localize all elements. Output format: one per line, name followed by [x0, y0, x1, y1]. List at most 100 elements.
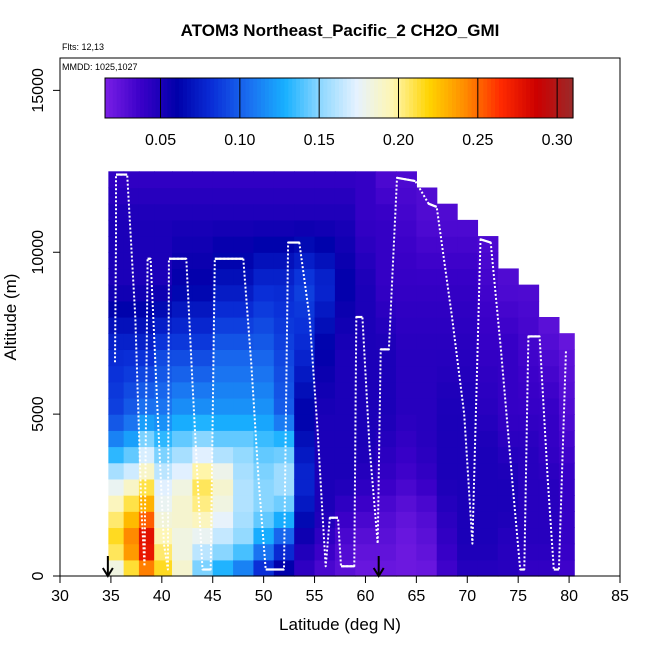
heatmap-cell: [375, 414, 397, 431]
heatmap-cell: [416, 365, 438, 383]
heatmap-cell: [138, 203, 155, 221]
x-tick-label: 50: [255, 588, 273, 605]
heatmap-cell: [334, 495, 356, 512]
heatmap-cell: [538, 543, 560, 561]
heatmap-cell: [538, 446, 560, 464]
colorbar-segment: [202, 78, 207, 118]
heatmap-cell: [123, 317, 140, 334]
heatmap-cell: [233, 268, 255, 286]
heatmap-cell: [108, 462, 125, 480]
colorbar-segment: [518, 78, 523, 118]
colorbar-segment: [222, 78, 227, 118]
heatmap-cell: [314, 462, 336, 480]
colorbar-segment: [183, 78, 188, 118]
heatmap-cell: [396, 430, 417, 448]
heatmap-cell: [294, 543, 316, 561]
heatmap-cell: [314, 446, 336, 464]
heatmap-cell: [457, 333, 479, 350]
heatmap-cell: [396, 219, 417, 237]
heatmap-cell: [436, 365, 458, 383]
heatmap-cell: [375, 219, 397, 237]
heatmap-cell: [355, 478, 377, 496]
heatmap-cell: [497, 365, 519, 383]
colorbar-segment: [510, 78, 516, 118]
heatmap-cell: [558, 559, 575, 577]
heatmap-cell: [253, 236, 275, 253]
heatmap-cell: [172, 430, 193, 448]
heatmap-cell: [233, 446, 255, 464]
heatmap-cell: [538, 511, 560, 529]
heatmap-cell: [294, 333, 316, 350]
heatmap-cell: [138, 187, 155, 205]
colorbar-segment: [288, 78, 293, 118]
heatmap-cell: [294, 236, 316, 253]
colorbar-segment: [397, 78, 402, 118]
heatmap-cell: [192, 317, 214, 334]
colorbar-segment: [557, 78, 562, 118]
heatmap-cell: [108, 349, 125, 367]
heatmap-cell: [273, 236, 295, 253]
heatmap-cell: [355, 397, 377, 415]
colorbar-segment: [253, 78, 258, 118]
heatmap-cell: [558, 511, 575, 529]
heatmap-cell: [253, 365, 275, 383]
heatmap-cell: [212, 284, 234, 302]
heatmap-cell: [497, 300, 519, 318]
colorbar-segment: [319, 78, 324, 118]
heatmap-cell: [138, 381, 155, 399]
heatmap-cell: [123, 430, 140, 448]
colorbar-segment: [483, 78, 488, 118]
heatmap-cell: [457, 317, 479, 334]
heatmap-cell: [123, 381, 140, 399]
colorbar-segment: [315, 78, 321, 118]
heatmap-cell: [273, 543, 295, 561]
heatmap-cell: [457, 543, 479, 561]
heatmap-cell: [233, 219, 255, 237]
heatmap-cell: [108, 478, 125, 496]
heatmap-cell: [375, 495, 397, 512]
x-tick-label: 55: [306, 588, 324, 605]
colorbar-segment: [190, 78, 196, 118]
colorbar-segment: [561, 78, 566, 118]
heatmap-cell: [375, 462, 397, 480]
heatmap-cell: [172, 478, 193, 496]
heatmap-cell: [172, 236, 193, 253]
colorbar-segment: [358, 78, 363, 118]
heatmap-cell: [355, 527, 377, 545]
heatmap-cell: [172, 559, 193, 577]
heatmap-cell: [416, 219, 438, 237]
colorbar-segment: [374, 78, 379, 118]
heatmap-cell: [518, 495, 540, 512]
heatmap-cell: [518, 527, 540, 545]
heatmap-cell: [396, 284, 417, 302]
colorbar-segment: [549, 78, 555, 118]
heatmap-cell: [416, 268, 438, 286]
heatmap-cell: [477, 333, 499, 350]
heatmap-cell: [123, 527, 140, 545]
colorbar-segment: [112, 78, 118, 118]
colorbar-segment: [452, 78, 457, 118]
heatmap-cell: [123, 187, 140, 205]
heatmap-cell: [334, 414, 356, 431]
colorbar-tick-label: 0.30: [542, 132, 573, 149]
heatmap-cell: [558, 446, 575, 464]
heatmap-cell: [212, 511, 234, 529]
colorbar-segment: [218, 78, 223, 118]
heatmap-cell: [436, 333, 458, 350]
heatmap-cell: [396, 511, 417, 529]
heatmap-cell: [497, 381, 519, 399]
heatmap-cell: [416, 252, 438, 270]
heatmap-cell: [212, 219, 234, 237]
heatmap-cell: [172, 495, 193, 512]
heatmap-cell: [138, 219, 155, 237]
heatmap-cell: [355, 317, 377, 334]
heatmap-cell: [334, 333, 356, 350]
heatmap-cell: [123, 495, 140, 512]
heatmap-cell: [314, 365, 336, 383]
heatmap-cell: [416, 284, 438, 302]
heatmap-cell: [314, 203, 336, 221]
colorbar-segment: [463, 78, 469, 118]
heatmap-cell: [436, 527, 458, 545]
plot-frame: [59, 57, 621, 577]
heatmap-cell: [518, 397, 540, 415]
